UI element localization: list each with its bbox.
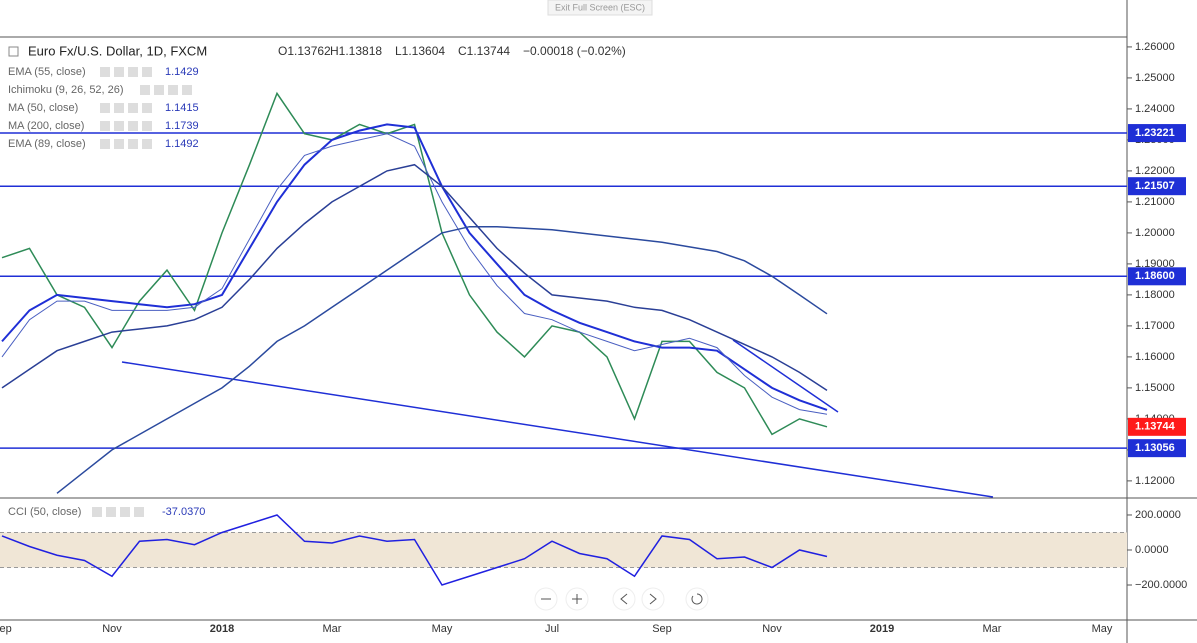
cci-title: CCI (50, close): [8, 506, 81, 518]
indicator-icon: [114, 67, 124, 77]
indicator-icon: [100, 139, 110, 149]
indicator-icon: [128, 67, 138, 77]
indicator-icon: [100, 121, 110, 131]
indicator-icon: [142, 67, 152, 77]
y-tick-label: 1.24000: [1135, 103, 1175, 115]
y-tick-label: 1.17000: [1135, 320, 1175, 332]
x-tick-label: Sep: [652, 623, 672, 635]
indicator-value: 1.1415: [165, 102, 199, 114]
x-tick-label: May: [1092, 623, 1113, 635]
exit-button[interactable]: [547, 0, 653, 16]
controls: [534, 587, 709, 611]
y-tick-label: 1.22000: [1135, 165, 1175, 177]
trend-line: [121, 361, 994, 498]
x-tick-label: 2018: [210, 623, 234, 635]
y-tick-label: 1.21000: [1135, 196, 1175, 208]
y-tick-label: 1.26000: [1135, 41, 1175, 53]
indicator-name: Ichimoku (9, 26, 52, 26): [8, 84, 124, 96]
x-tick-label: Sep: [0, 623, 12, 635]
scroll-left[interactable]: [612, 587, 636, 611]
indicator-icon: [114, 121, 124, 131]
indicator-value: 1.1429: [165, 66, 199, 78]
low: L1.13604: [395, 44, 445, 58]
series-line: [1, 163, 828, 391]
indicator-icon: [114, 103, 124, 113]
y-tick-label: 1.20000: [1135, 227, 1175, 239]
y-tick-label: 1.15000: [1135, 382, 1175, 394]
high: H1.13818: [330, 44, 382, 58]
level-tag: [1128, 177, 1186, 196]
series-line: [1, 123, 828, 411]
y-tick-label: 1.12000: [1135, 475, 1175, 487]
series-line: [56, 225, 828, 494]
level-label: 1.23221: [1135, 127, 1175, 139]
indicator-icon: [114, 139, 124, 149]
x-tick-label: May: [432, 623, 453, 635]
indicator-icon: [142, 139, 152, 149]
y-tick-label: 1.16000: [1135, 351, 1175, 363]
indicator-icon: [100, 103, 110, 113]
x-tick-label: Mar: [983, 623, 1002, 635]
indicator-icon: [106, 507, 116, 517]
y-tick-label: −200.0000: [1135, 579, 1187, 591]
x-tick-label: 2019: [870, 623, 894, 635]
indicator-icon: [182, 85, 192, 95]
y-tick-label: 1.25000: [1135, 72, 1175, 84]
indicator-name: EMA (89, close): [8, 138, 86, 150]
indicator-icon: [154, 85, 164, 95]
y-tick-label: 200.0000: [1135, 509, 1181, 521]
trend-line: [732, 339, 839, 413]
indicator-icon: [128, 139, 138, 149]
level-label: 1.13056: [1135, 442, 1175, 454]
indicator-icon: [92, 507, 102, 517]
right-icon: [649, 593, 657, 605]
series-line: [1, 514, 828, 586]
last-price-tag: [1128, 417, 1186, 436]
series-line: [1, 133, 828, 415]
x-tick-label: Nov: [762, 623, 782, 635]
reset[interactable]: [685, 587, 709, 611]
x-tick-label: Jul: [545, 623, 559, 635]
indicator-icon: [140, 85, 150, 95]
left-icon: [620, 593, 628, 605]
level-tag: [1128, 439, 1186, 458]
change: −0.00018 (−0.02%): [523, 44, 626, 58]
indicator-icon: [120, 507, 130, 517]
indicator-icon: [134, 507, 144, 517]
level-tag: [1128, 124, 1186, 143]
y-tick-label: 1.18000: [1135, 289, 1175, 301]
indicator-icon: [128, 121, 138, 131]
level-tag: [1128, 267, 1186, 286]
indicator-icon: [128, 103, 138, 113]
indicator-icon: [142, 121, 152, 131]
indicator-name: EMA (55, close): [8, 66, 86, 78]
exit-button-label[interactable]: Exit Full Screen (ESC): [555, 2, 645, 12]
indicator-icon: [100, 67, 110, 77]
open: O1.13762: [278, 44, 331, 58]
cci-value: -37.0370: [162, 506, 205, 518]
indicator-icon: [168, 85, 178, 95]
plus-icon: [572, 594, 582, 604]
scroll-right[interactable]: [641, 587, 665, 611]
level-label: 1.21507: [1135, 180, 1175, 192]
series-line: [1, 91, 828, 436]
indicator-name: MA (200, close): [8, 120, 84, 132]
indicator-value: 1.1739: [165, 120, 199, 132]
cci-band: [0, 532, 1127, 568]
close: C1.13744: [458, 44, 510, 58]
reset-icon: [691, 593, 703, 605]
last-price-label: 1.13744: [1135, 421, 1176, 433]
x-tick-label: Nov: [102, 623, 122, 635]
collapse-icon[interactable]: [8, 46, 19, 57]
indicator-name: MA (50, close): [8, 102, 78, 114]
y-tick-label: 0.0000: [1135, 544, 1169, 556]
x-tick-label: Mar: [323, 623, 342, 635]
y-tick-label: 1.19000: [1135, 258, 1175, 270]
symbol: Euro Fx/U.S. Dollar, 1D, FXCM: [28, 43, 207, 58]
indicator-icon: [142, 103, 152, 113]
indicator-value: 1.1492: [165, 138, 199, 150]
level-label: 1.18600: [1135, 270, 1175, 282]
